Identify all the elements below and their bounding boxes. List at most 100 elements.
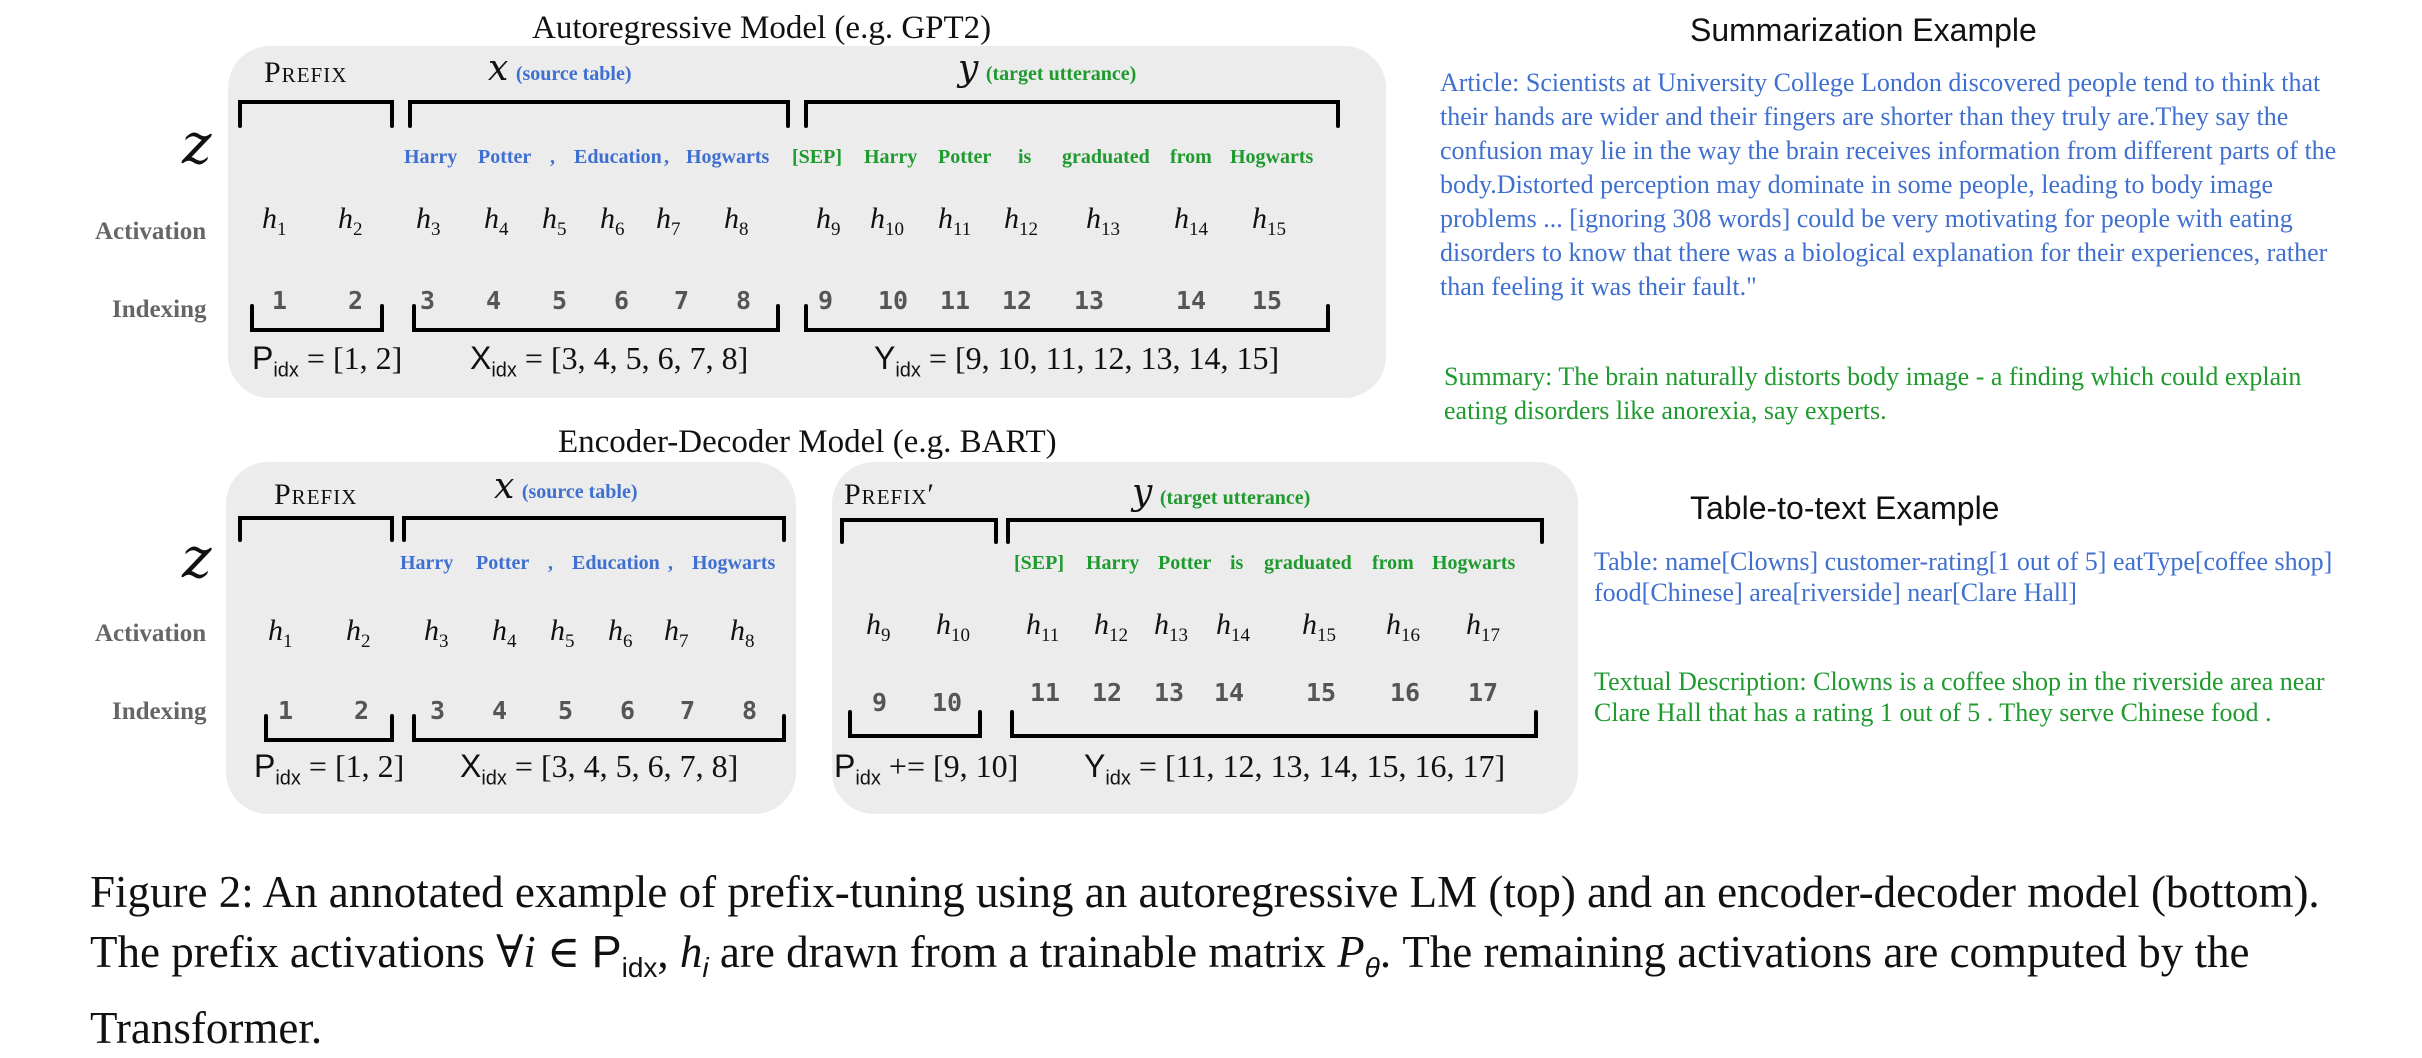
bottom-activation: h7 <box>664 614 689 652</box>
bottom-index: 1 <box>278 696 294 725</box>
bottom-prefix2-index-brace <box>848 710 982 738</box>
top-activation: h15 <box>1252 202 1286 240</box>
bottom-activation: h12 <box>1094 608 1128 646</box>
bottom-activation: h1 <box>268 614 293 652</box>
top-index: 4 <box>486 286 502 315</box>
bottom-index: 6 <box>620 696 636 725</box>
bottom-target-token: is <box>1230 552 1244 574</box>
bottom-target-token: Potter <box>1158 552 1212 574</box>
bottom-index: 14 <box>1214 678 1245 707</box>
top-activation: h10 <box>870 202 904 240</box>
bottom-activation: h3 <box>424 614 449 652</box>
top-activation: h2 <box>338 202 363 240</box>
bottom-activation: h16 <box>1386 608 1420 646</box>
bottom-x-index-brace <box>412 714 786 742</box>
top-y-label: y (target utterance) <box>958 48 1137 89</box>
bottom-target-token: [SEP] <box>1014 552 1064 574</box>
top-index: 11 <box>940 286 971 315</box>
bottom-index: 7 <box>680 696 696 725</box>
top-target-token: from <box>1170 146 1212 168</box>
autoregressive-title: Autoregressive Model (e.g. GPT2) <box>532 10 992 46</box>
bottom-activation-label: Activation <box>95 620 207 647</box>
bottom-indexing-label: Indexing <box>112 698 207 725</box>
top-index: 9 <box>818 286 834 315</box>
bottom-activation: h4 <box>492 614 517 652</box>
bottom-z-label: z <box>182 526 212 591</box>
bottom-index: 3 <box>430 696 446 725</box>
bottom-index: 13 <box>1154 678 1185 707</box>
top-index: 1 <box>272 286 288 315</box>
bottom-source-token: Harry <box>400 552 454 574</box>
bottom-index: 17 <box>1468 678 1499 707</box>
encoder-panel <box>226 462 796 814</box>
top-y-index-brace <box>804 304 1330 332</box>
top-source-token: Potter <box>478 146 532 168</box>
encoder-decoder-title: Encoder-Decoder Model (e.g. BART) <box>558 424 1057 460</box>
top-x-index-brace <box>412 304 780 332</box>
bottom-p-idx: Pidx = [1, 2] <box>254 748 405 790</box>
bottom-source-token: , <box>668 552 673 574</box>
top-activation: h5 <box>542 202 567 240</box>
top-index: 8 <box>736 286 752 315</box>
top-prefix-index-brace <box>250 304 384 332</box>
top-z-label: z <box>182 112 212 177</box>
bottom-activation: h9 <box>866 608 891 646</box>
table-to-text-description: Textual Description: Clowns is a coffee … <box>1594 667 2325 727</box>
bottom-prefix-index-brace <box>264 714 394 742</box>
top-index: 5 <box>552 286 568 315</box>
figure-caption: Figure 2: An annotated example of prefix… <box>90 867 2320 1053</box>
top-target-token: Hogwarts <box>1230 146 1314 168</box>
top-activation: h7 <box>656 202 681 240</box>
top-y-brace <box>804 100 1340 128</box>
bottom-prefix2-brace <box>840 518 998 544</box>
bottom-index: 12 <box>1092 678 1123 707</box>
bottom-y-index-brace <box>1010 710 1538 738</box>
top-source-token: Harry <box>404 146 458 168</box>
bottom-y-brace <box>1006 518 1544 544</box>
top-x-idx: Xidx = [3, 4, 5, 6, 7, 8] <box>470 340 749 382</box>
top-activation: h11 <box>938 202 972 240</box>
bottom-target-token: Harry <box>1086 552 1140 574</box>
top-activation: h1 <box>262 202 287 240</box>
top-source-token: , <box>664 146 669 168</box>
bottom-y-label: y (target utterance) <box>1132 472 1311 513</box>
bottom-target-token: Hogwarts <box>1432 552 1516 574</box>
table-to-text-title: Table-to-text Example <box>1690 490 2000 526</box>
bottom-activation: h5 <box>550 614 575 652</box>
bottom-activation: h13 <box>1154 608 1188 646</box>
top-activation: h9 <box>816 202 841 240</box>
top-activation: h14 <box>1174 202 1208 240</box>
top-activation: h6 <box>600 202 625 240</box>
top-index: 14 <box>1176 286 1207 315</box>
top-x-label: x (source table) <box>488 48 632 89</box>
top-index: 15 <box>1252 286 1283 315</box>
top-index: 2 <box>348 286 364 315</box>
top-indexing-label: Indexing <box>112 296 207 323</box>
bottom-index: 9 <box>872 688 888 717</box>
top-target-token: Potter <box>938 146 992 168</box>
bottom-y-idx: Yidx = [11, 12, 13, 14, 15, 16, 17] <box>1084 748 1506 790</box>
top-activation: h8 <box>724 202 749 240</box>
top-x-brace <box>408 100 790 128</box>
top-prefix-label: Prefix <box>264 56 348 89</box>
bottom-prefix-brace <box>238 516 394 542</box>
summarization-summary: Summary: The brain naturally distorts bo… <box>1444 362 2302 425</box>
bottom-x-brace <box>402 516 786 542</box>
bottom-source-token: Potter <box>476 552 530 574</box>
bottom-x-label: x (source table) <box>494 466 638 507</box>
top-index: 10 <box>878 286 909 315</box>
bottom-index: 15 <box>1306 678 1337 707</box>
top-target-token: Harry <box>864 146 918 168</box>
bottom-index: 4 <box>492 696 508 725</box>
top-activation: h4 <box>484 202 509 240</box>
top-index: 12 <box>1002 286 1033 315</box>
bottom-index: 2 <box>354 696 370 725</box>
top-index: 3 <box>420 286 436 315</box>
bottom-source-token: , <box>548 552 553 574</box>
bottom-index: 8 <box>742 696 758 725</box>
bottom-index: 11 <box>1030 678 1061 707</box>
bottom-p-idx-append: Pidx += [9, 10] <box>834 748 1019 790</box>
top-source-token: Hogwarts <box>686 146 770 168</box>
bottom-source-token: Education <box>572 552 660 574</box>
